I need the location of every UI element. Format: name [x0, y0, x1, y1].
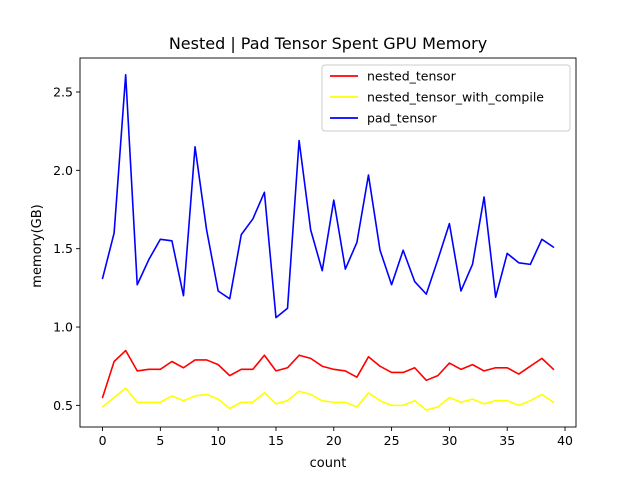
axes-frame [79, 57, 577, 428]
legend-label-pad-tensor: pad_tensor [367, 111, 437, 126]
x-axis-label: count [310, 456, 347, 471]
series-line-nested-tensor [101, 349, 555, 399]
chart-title: Nested | Pad Tensor Spent GPU Memory [169, 34, 487, 53]
x-tick-label: 20 [326, 433, 342, 448]
y-axis-label: memory(GB) [30, 204, 45, 287]
legend-box [321, 64, 571, 132]
x-tick-label: 30 [441, 433, 457, 448]
x-tick-label: 0 [99, 433, 107, 448]
y-tick-label: 2.0 [53, 163, 73, 178]
legend-label-nested-tensor: nested_tensor [367, 69, 457, 84]
y-tick-label: 0.5 [53, 398, 73, 413]
y-tick-label: 2.5 [53, 85, 73, 100]
x-tick-label: 15 [268, 433, 284, 448]
axes: 0 5 10 15 20 25 30 35 40 0.5 1.0 1.5 2.0 2.5 [53, 57, 577, 448]
plot-area [101, 73, 555, 411]
series-line-nested-tensor-with-compile [101, 387, 555, 411]
x-tick-label: 35 [499, 433, 515, 448]
y-tick-label: 1.0 [53, 320, 73, 335]
legend: nested_tensor nested_tensor_with_compilep… [321, 64, 571, 132]
y-tick-label: 1.5 [53, 241, 73, 256]
series-line-pad-tensor [101, 73, 555, 319]
x-tick-label: 25 [384, 433, 400, 448]
x-tick-label: 5 [156, 433, 164, 448]
x-tick-label: 10 [210, 433, 226, 448]
x-tick-label: 40 [557, 433, 573, 448]
legend-label-nested-tensor-with-compile: nested_tensor_with_compile [367, 90, 544, 105]
